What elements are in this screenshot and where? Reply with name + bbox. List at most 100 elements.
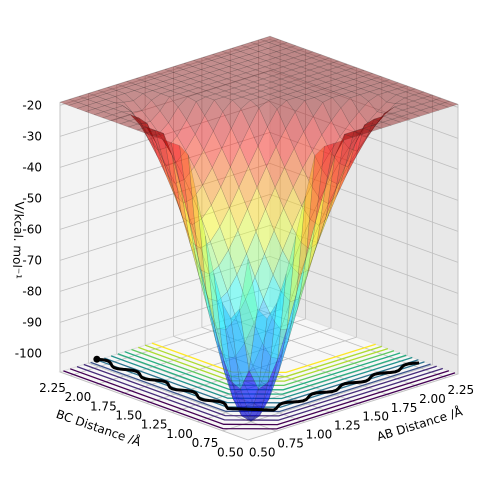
surface-facet [120, 114, 140, 122]
surface-facet [374, 112, 394, 127]
surface-facet [363, 118, 384, 126]
surface-facet [279, 308, 298, 359]
axis-grid [59, 38, 459, 441]
surface-facet [208, 298, 227, 330]
surface-facet [197, 84, 217, 92]
surface-facet [128, 117, 149, 125]
surface-facet [144, 129, 165, 137]
surface-facet [306, 85, 326, 92]
surface-facet [277, 94, 297, 101]
surface-facet [375, 106, 395, 125]
surface-facet [219, 60, 240, 67]
surface-facet [240, 42, 261, 49]
floor-grid-x [230, 318, 419, 387]
surface-facet [94, 105, 114, 112]
surface-facet [285, 45, 305, 52]
surface-facet [304, 97, 324, 117]
surface-facet [167, 135, 186, 163]
x-tick-label: 2.25 [447, 383, 474, 397]
surface-facet [282, 226, 301, 267]
surface-facet [268, 97, 287, 110]
surface-facet [164, 66, 184, 73]
surface-facet [141, 99, 161, 122]
surface-facet [152, 81, 173, 88]
floor-grid-y [120, 327, 332, 395]
surface-facet [287, 84, 308, 92]
surface-facet [198, 78, 218, 86]
surface-facet [238, 54, 259, 61]
y-tick-label: 2.00 [65, 390, 92, 404]
surface-facet [324, 85, 344, 92]
surface-facet [214, 90, 235, 98]
surface-facet [256, 54, 277, 61]
surface-facet [130, 114, 149, 140]
surface-facet [344, 73, 364, 80]
contour-line [117, 353, 407, 395]
x-tick-label: 0.50 [249, 445, 276, 459]
surface-facet [211, 186, 230, 228]
trajectory-path [93, 355, 420, 412]
surface-facet [403, 100, 423, 108]
surface-facet [269, 84, 290, 92]
surface-facet [96, 93, 116, 100]
surface-facet [87, 90, 108, 97]
surface-facet [353, 127, 373, 135]
surface-facet [287, 196, 306, 328]
surface-facet [326, 134, 345, 216]
surface-facet [173, 63, 194, 70]
contour-line [83, 363, 437, 417]
contour-line [63, 370, 456, 430]
surface-facet [165, 173, 184, 204]
surface-facet [332, 88, 353, 95]
surface-facet [78, 93, 98, 100]
surface-facet [253, 298, 273, 344]
trajectory-line [96, 357, 420, 412]
surface-facet [289, 72, 310, 80]
z-tick-label: -50 [22, 191, 42, 205]
z-axis-label: V/kcal. mol⁻¹ [10, 201, 27, 279]
surface-facet [266, 51, 286, 58]
surface-facet [411, 103, 432, 111]
surface-facet [289, 275, 308, 329]
surface-facet [288, 255, 307, 342]
surface-facet [233, 84, 254, 92]
surface-facet [221, 48, 242, 55]
surface-facet [325, 139, 344, 187]
x-tick-label: 2.00 [419, 392, 446, 406]
surface-facet [93, 111, 113, 119]
surface-facet [232, 90, 253, 98]
surface-facet [154, 129, 174, 189]
surface-facet [320, 150, 340, 181]
surface-facet [171, 155, 191, 245]
surface-facet [228, 63, 248, 70]
surface-facet [107, 84, 127, 91]
z-tick-label: -80 [22, 284, 42, 298]
surface-facet [190, 69, 211, 76]
surface-facet [181, 72, 201, 79]
surface-facet [230, 146, 249, 188]
surface-facet [218, 66, 239, 73]
surface-facet [255, 60, 276, 68]
surface-facet [192, 57, 213, 64]
surface-facet [119, 120, 139, 128]
surface-facet [271, 72, 292, 80]
surface-facet [265, 57, 285, 65]
z-tick-label: -20 [22, 98, 42, 112]
surface-facet [368, 94, 387, 112]
surface-facet [267, 273, 287, 383]
surface-facet [262, 317, 281, 358]
surface-facet [264, 63, 284, 71]
surface-facet [339, 123, 359, 149]
surface-facet [336, 143, 356, 196]
surface-facet [222, 99, 242, 129]
surface-facet [164, 164, 183, 218]
surface-facet [314, 88, 335, 95]
surface-facet [223, 358, 242, 417]
surface-facet [133, 87, 154, 94]
surface-facet [213, 96, 233, 112]
surface-facet [178, 90, 198, 98]
contour-line [124, 351, 401, 391]
z-tick-label: -60 [22, 222, 42, 236]
contour-line [97, 359, 425, 408]
surface-facet [230, 51, 250, 58]
